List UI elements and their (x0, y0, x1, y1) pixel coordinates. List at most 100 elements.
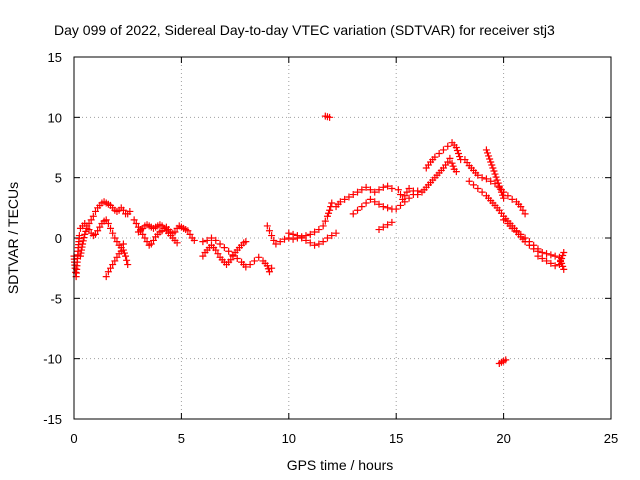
data-point (452, 168, 460, 176)
data-point (559, 251, 567, 259)
data-point (122, 252, 130, 260)
x-axis-label: GPS time / hours (287, 457, 394, 473)
data-point (207, 234, 215, 242)
data-point (401, 198, 409, 206)
data-point (508, 224, 516, 232)
grid-lines (74, 57, 611, 419)
data-point (225, 247, 233, 255)
data-point (139, 230, 147, 238)
data-point (499, 191, 507, 199)
data-point (293, 232, 301, 240)
data-point (547, 259, 555, 267)
data-point (482, 146, 490, 154)
data-point (265, 268, 273, 276)
data-point (220, 244, 228, 252)
data-point (325, 209, 333, 217)
data-point (538, 255, 546, 263)
data-point (87, 216, 95, 224)
data-point (521, 210, 529, 218)
data-point (255, 253, 263, 261)
data-point (216, 240, 224, 248)
sdtvar-track-9 (263, 199, 336, 248)
data-point (272, 240, 280, 248)
data-point (534, 252, 542, 260)
sdtvar-track-13 (349, 195, 396, 218)
data-point (203, 236, 211, 244)
data-point (326, 206, 334, 214)
data-point (490, 167, 498, 175)
plot-frame (73, 56, 612, 420)
data-point (486, 155, 494, 163)
data-point (102, 273, 110, 281)
data-point (321, 217, 329, 225)
data-point (362, 183, 370, 191)
sdtvar-track-23 (495, 356, 510, 367)
data-point (465, 177, 473, 185)
data-point (264, 265, 272, 273)
data-point (130, 216, 138, 224)
data-point (396, 201, 404, 209)
data-point (212, 236, 220, 244)
data-point (485, 152, 493, 160)
data-point (487, 177, 495, 185)
data-point (289, 230, 297, 238)
data-point (478, 174, 486, 182)
y-tick-label: 15 (48, 50, 62, 65)
data-point (453, 147, 461, 155)
data-point (456, 153, 464, 161)
data-point (315, 240, 323, 248)
sdtvar-track-10 (285, 229, 340, 249)
sdtvar-track-22 (534, 248, 568, 270)
data-point (409, 191, 417, 199)
data-point (113, 253, 121, 261)
data-point (439, 146, 447, 154)
data-point (268, 264, 276, 272)
data-point (281, 235, 289, 243)
data-point (491, 170, 499, 178)
data-point (171, 228, 179, 236)
data-point (265, 227, 273, 235)
data-point (502, 356, 510, 364)
data-point (452, 144, 460, 151)
data-point (214, 250, 222, 258)
data-point (229, 251, 237, 259)
data-point (311, 228, 319, 236)
data-point (495, 182, 503, 190)
data-point (119, 246, 127, 254)
data-point (85, 226, 93, 234)
sdtvar-track-14 (375, 218, 396, 234)
data-points (70, 112, 568, 367)
data-point (474, 185, 482, 193)
data-point (496, 185, 504, 193)
data-point (478, 188, 486, 196)
data-point (487, 158, 495, 166)
data-point (504, 192, 512, 200)
data-point (396, 191, 404, 199)
data-point (366, 186, 374, 194)
data-point (551, 252, 559, 260)
data-point (94, 227, 102, 235)
data-point (263, 262, 271, 270)
data-point (508, 195, 516, 203)
data-point (119, 240, 127, 248)
data-point (448, 159, 456, 167)
data-point (401, 192, 409, 200)
data-point (319, 238, 327, 246)
data-point (354, 188, 362, 196)
data-point (184, 227, 192, 235)
data-point (375, 186, 383, 194)
data-point (126, 207, 134, 215)
data-point (199, 238, 207, 246)
data-point (323, 212, 331, 220)
data-point (276, 238, 284, 246)
data-point (227, 256, 235, 264)
y-tick-label: 10 (48, 110, 62, 125)
data-point (525, 241, 533, 249)
y-axis-label: SDTVAR / TECUs (5, 182, 21, 294)
data-point (173, 239, 181, 247)
data-point (109, 229, 117, 237)
data-point (379, 203, 387, 211)
sdtvar-track-20 (482, 146, 508, 202)
x-tick-label: 0 (70, 431, 77, 446)
